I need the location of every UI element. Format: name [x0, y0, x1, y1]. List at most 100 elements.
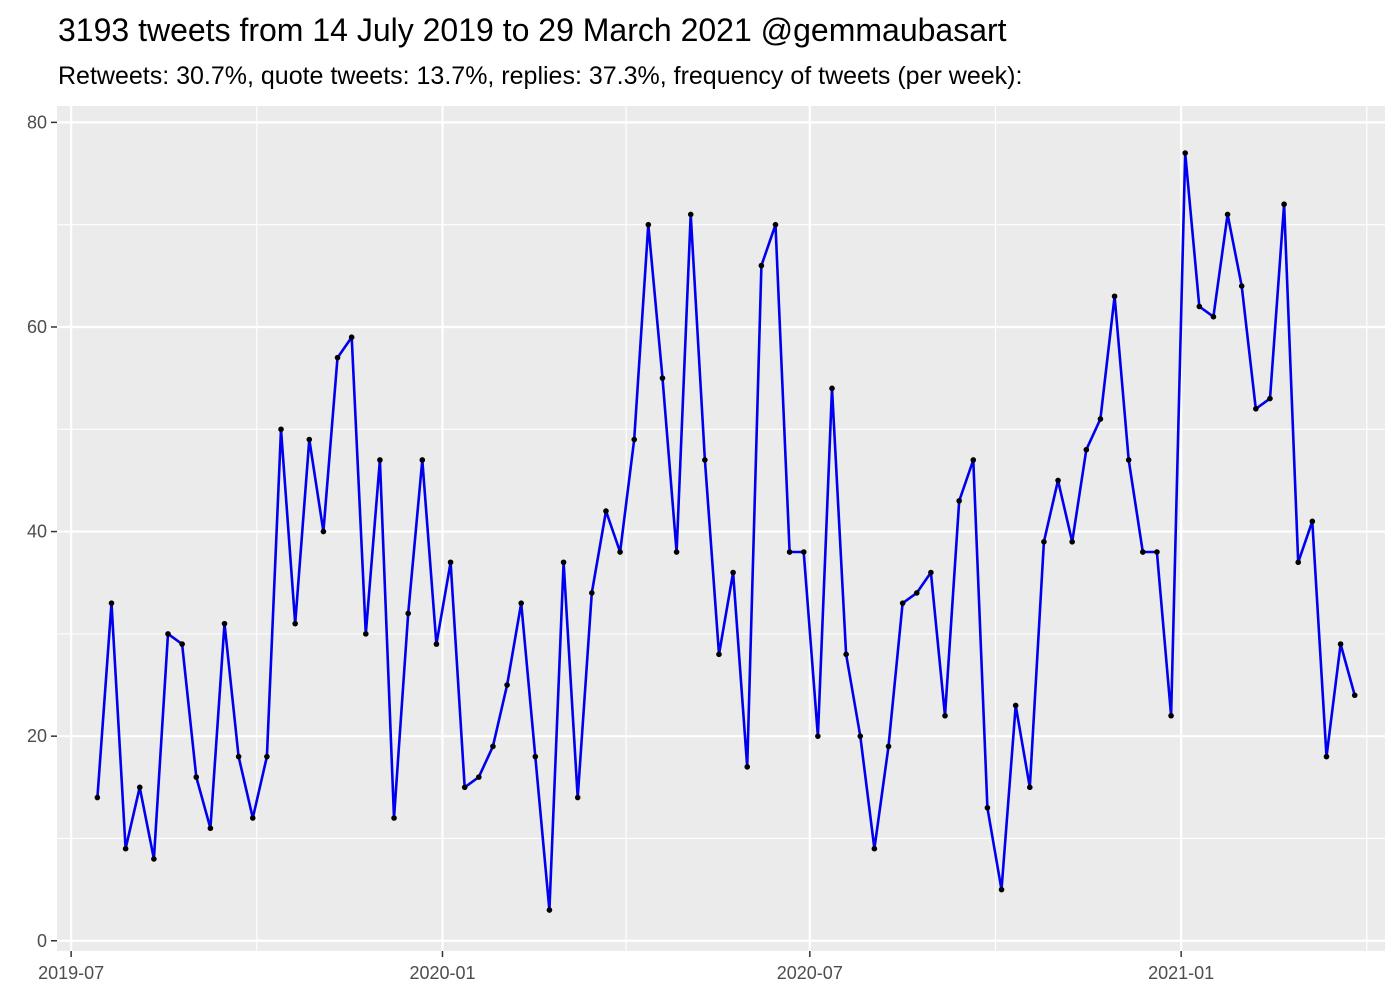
- data-point: [942, 712, 948, 719]
- data-point: [221, 620, 228, 627]
- data-point: [998, 886, 1005, 893]
- data-point: [843, 651, 849, 658]
- data-point: [1351, 692, 1358, 699]
- data-point: [1281, 201, 1287, 208]
- data-point: [829, 385, 835, 392]
- data-point: [885, 743, 892, 750]
- data-point: [603, 508, 609, 514]
- data-point: [122, 845, 129, 852]
- data-point: [871, 845, 878, 852]
- data-point: [504, 682, 510, 688]
- data-point: [334, 354, 341, 361]
- data-point: [476, 774, 482, 780]
- data-point: [348, 334, 355, 340]
- data-point: [1295, 559, 1302, 566]
- y-tick-label: 80: [27, 112, 47, 132]
- data-point: [1210, 313, 1217, 320]
- data-point: [193, 774, 200, 780]
- data-point: [1337, 641, 1344, 647]
- data-point: [1224, 211, 1231, 218]
- data-point: [1154, 549, 1160, 555]
- data-point: [589, 590, 595, 596]
- data-point: [617, 549, 623, 555]
- data-point: [702, 457, 708, 463]
- x-tick-label: 2020-01: [409, 963, 475, 983]
- data-point: [518, 600, 524, 606]
- data-point: [362, 631, 369, 637]
- data-point: [207, 825, 214, 832]
- data-point: [970, 457, 977, 463]
- data-point: [956, 498, 962, 504]
- data-point: [1111, 293, 1118, 300]
- plot-panel: [57, 106, 1385, 951]
- x-tick-label: 2021-01: [1148, 963, 1214, 983]
- data-point: [913, 590, 920, 596]
- chart-title: 3193 tweets from 14 July 2019 to 29 Marc…: [58, 12, 1007, 48]
- data-point: [1125, 457, 1132, 463]
- data-point: [461, 784, 468, 791]
- data-point: [546, 907, 553, 913]
- data-point: [744, 764, 751, 770]
- chart-subtitle: Retweets: 30.7%, quote tweets: 13.7%, re…: [58, 62, 1023, 90]
- data-point: [278, 426, 284, 433]
- y-tick-label: 40: [27, 522, 47, 542]
- data-point: [1083, 446, 1090, 453]
- data-point: [306, 436, 313, 443]
- data-point: [433, 641, 440, 647]
- data-point: [377, 457, 383, 463]
- data-point: [249, 815, 256, 821]
- data-point: [264, 753, 270, 760]
- data-point: [151, 856, 157, 862]
- data-point: [687, 211, 694, 218]
- data-point: [928, 569, 934, 576]
- data-point: [800, 549, 807, 555]
- data-point: [673, 549, 680, 555]
- data-point: [730, 569, 736, 576]
- data-point: [815, 733, 821, 739]
- data-point: [1238, 283, 1245, 289]
- data-point: [235, 753, 242, 760]
- y-tick-label: 20: [27, 726, 47, 746]
- data-point: [1267, 395, 1273, 402]
- data-point: [490, 743, 496, 750]
- data-point: [1140, 549, 1146, 555]
- data-point: [1026, 784, 1033, 791]
- data-point: [560, 559, 567, 566]
- x-tick-label: 2020-07: [777, 963, 843, 983]
- data-point: [391, 815, 397, 821]
- data-point: [1097, 416, 1104, 422]
- data-point: [108, 600, 115, 606]
- data-point: [1323, 753, 1330, 760]
- x-tick-label: 2019-07: [38, 963, 104, 983]
- data-point: [899, 600, 906, 606]
- data-point: [574, 794, 581, 801]
- data-point: [857, 733, 864, 739]
- data-point: [405, 610, 411, 617]
- y-tick-label: 60: [27, 317, 47, 337]
- data-point: [320, 528, 327, 535]
- data-point: [1012, 702, 1019, 709]
- data-point: [532, 753, 539, 760]
- data-point: [659, 375, 666, 381]
- data-point: [1196, 303, 1203, 310]
- data-point: [1309, 518, 1316, 525]
- data-point: [1168, 712, 1174, 719]
- data-point: [631, 436, 638, 443]
- data-point: [1069, 538, 1075, 545]
- data-point: [716, 651, 722, 658]
- data-point: [419, 457, 426, 463]
- y-tick-label: 0: [37, 931, 47, 951]
- data-point: [758, 262, 765, 269]
- data-point: [292, 620, 298, 627]
- data-point: [786, 549, 793, 555]
- data-point: [447, 559, 454, 566]
- data-point: [984, 804, 991, 811]
- data-point: [1041, 538, 1047, 545]
- data-point: [165, 631, 171, 637]
- data-point: [1055, 477, 1061, 484]
- data-point: [136, 784, 143, 791]
- data-point: [94, 794, 101, 801]
- data-point: [645, 221, 652, 228]
